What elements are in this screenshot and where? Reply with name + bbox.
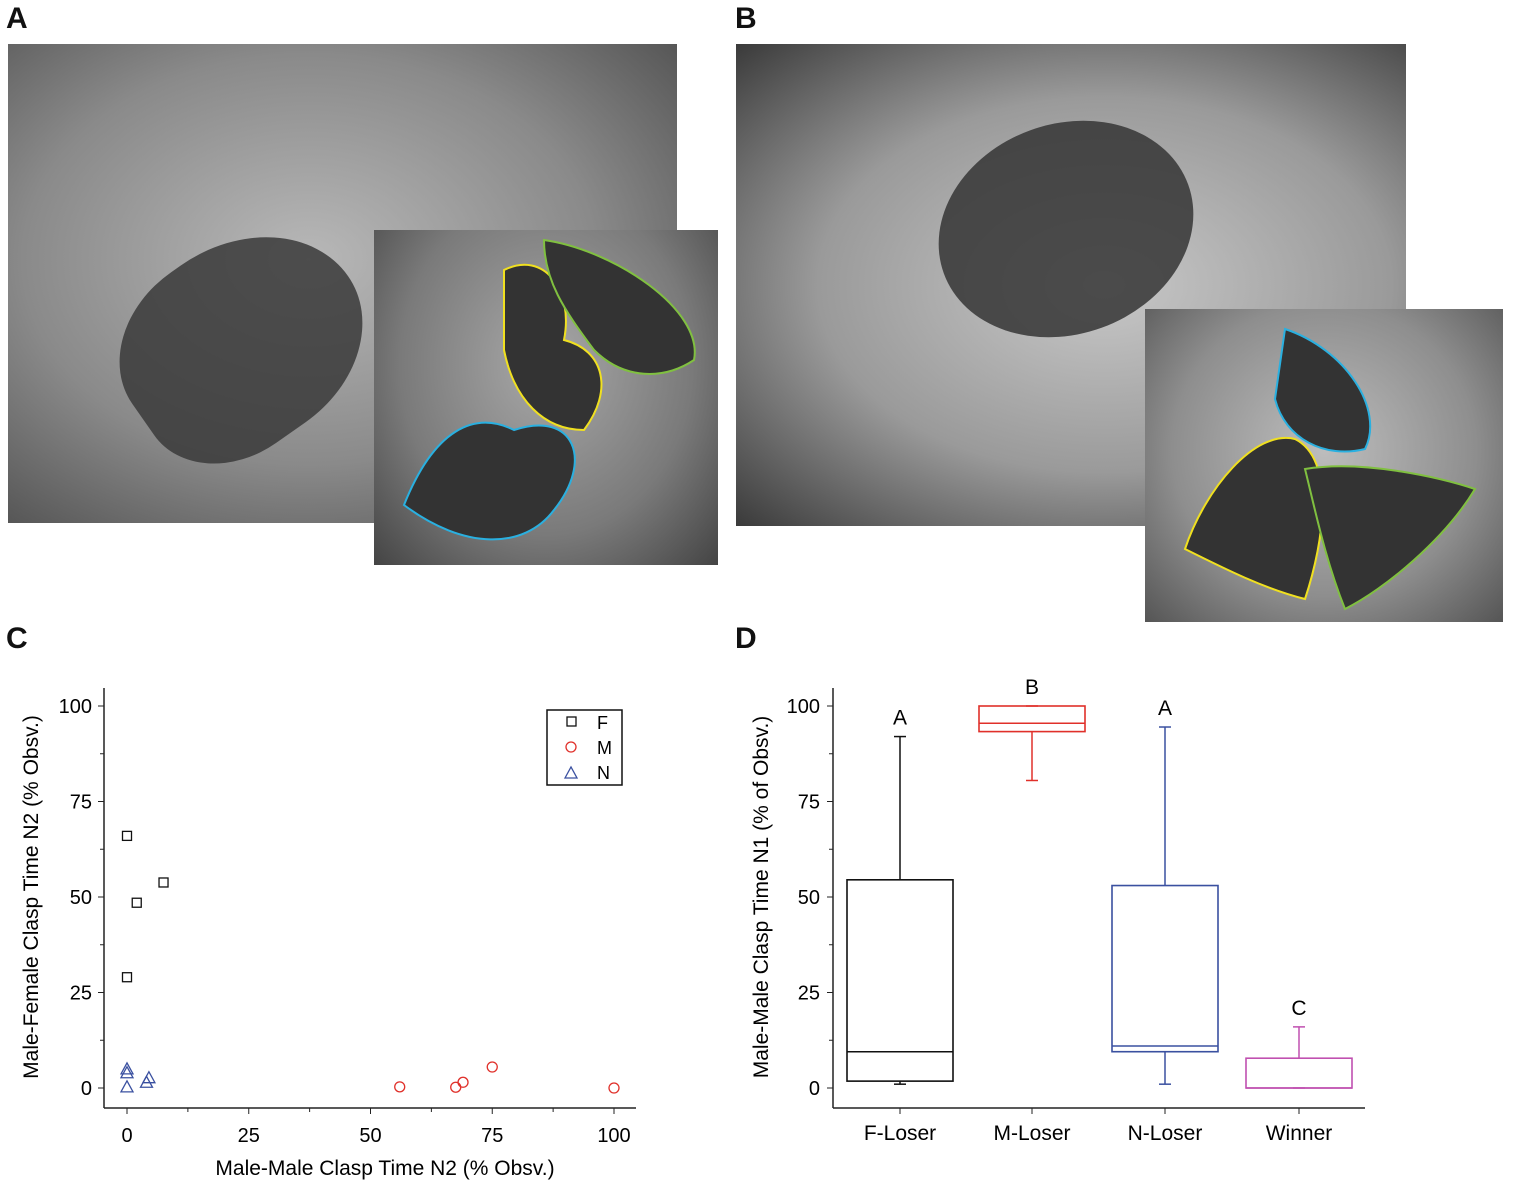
significance-letter: C — [1291, 997, 1306, 1020]
significance-letter: A — [893, 707, 907, 730]
y-tick-label-d: 25 — [798, 983, 820, 1005]
category-label: M-Loser — [993, 1122, 1070, 1145]
legend-c: F M N — [546, 709, 623, 786]
category-label: F-Loser — [864, 1122, 936, 1145]
data-point-N — [139, 1074, 154, 1088]
data-point-F — [131, 897, 142, 908]
data-point-F — [121, 972, 133, 983]
data-point-N — [119, 1079, 135, 1093]
legend-circle-icon — [565, 741, 577, 753]
legend-square-icon — [566, 716, 577, 727]
box-chart-d: Male-Male Clasp Time N1 (% of Obsv.) 0 25… — [750, 676, 1365, 1145]
photo-a-inset — [374, 230, 718, 565]
data-point-M — [457, 1076, 469, 1088]
data-point-M — [394, 1081, 406, 1093]
data-point-M — [608, 1082, 620, 1094]
data-point-F — [158, 877, 169, 888]
significance-letter: B — [1025, 676, 1039, 699]
legend-label-f: F — [597, 713, 608, 733]
x-tick-label-c: 50 — [359, 1125, 381, 1147]
frog-outlines — [402, 238, 696, 541]
data-point-F — [121, 830, 133, 842]
data-point-N — [141, 1070, 157, 1084]
data-point-M — [450, 1081, 462, 1093]
y-tick-label-c: 25 — [70, 983, 92, 1005]
panel-label-a: A — [6, 2, 28, 35]
category-label: Winner — [1266, 1122, 1333, 1145]
box-M-Loser — [978, 705, 1086, 733]
panel-label-b: B — [735, 2, 757, 35]
box-N-Loser — [1111, 884, 1219, 1053]
box-Winner — [1245, 1057, 1353, 1089]
x-tick-label-c: 75 — [481, 1125, 503, 1147]
data-point-N — [119, 1061, 135, 1075]
y-tick-label-d: 75 — [798, 792, 820, 814]
scatter-chart-c: Male-Female Clasp Time N2 (% Obsv.) Male… — [20, 688, 636, 1180]
y-tick-label-c: 0 — [81, 1078, 92, 1100]
photo-b-inset — [1145, 309, 1503, 622]
x-tick-label-c: 100 — [597, 1125, 630, 1147]
significance-letter: A — [1158, 697, 1172, 720]
data-point-N — [119, 1065, 135, 1079]
frog-outlines — [1183, 327, 1477, 611]
x-tick-label-c: 0 — [121, 1125, 132, 1147]
y-axis-label-c: Male-Female Clasp Time N2 (% Obsv.) — [20, 715, 43, 1079]
legend-box — [546, 709, 623, 786]
y-tick-label-d: 0 — [809, 1078, 820, 1100]
legend-triangle-icon — [563, 765, 579, 779]
x-tick-label-c: 25 — [238, 1125, 260, 1147]
y-tick-label-d: 50 — [798, 887, 820, 909]
y-tick-label-c: 75 — [70, 792, 92, 814]
panel-label-c: C — [6, 622, 28, 655]
y-tick-label-c: 100 — [59, 696, 92, 718]
x-axis-label-c: Male-Male Clasp Time N2 (% Obsv.) — [215, 1157, 554, 1180]
data-point-M — [486, 1061, 498, 1073]
panel-label-d: D — [735, 622, 757, 655]
category-label: N-Loser — [1128, 1122, 1203, 1145]
y-tick-label-c: 50 — [70, 887, 92, 909]
legend-label-m: M — [597, 738, 612, 758]
box-F-Loser — [846, 879, 954, 1082]
y-axis-label-d: Male-Male Clasp Time N1 (% of Obsv.) — [750, 716, 773, 1079]
y-tick-label-d: 100 — [787, 696, 820, 718]
legend-label-n: N — [597, 763, 610, 783]
